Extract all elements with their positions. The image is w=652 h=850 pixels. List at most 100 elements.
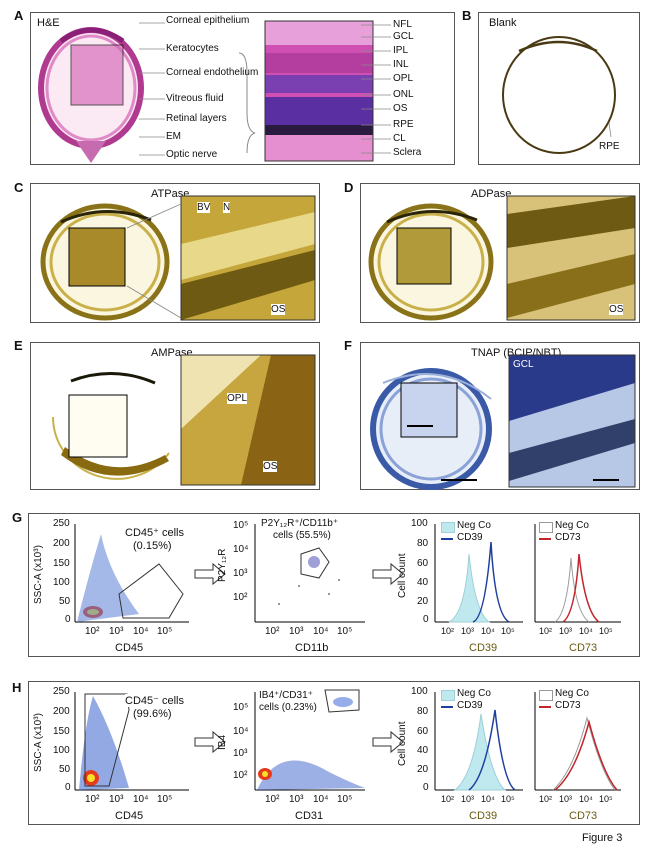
g-plot2-xlabel: CD11b — [295, 642, 329, 654]
g-plot1-xlabel: CD45 — [115, 642, 144, 654]
h-plot2-ytick-5: 10⁵ — [233, 702, 249, 713]
h-plot2-xtick-1: 10² — [265, 794, 280, 805]
g-hist1-legend-cd39: CD39 — [457, 532, 483, 543]
panel-letter-e: E — [14, 338, 23, 353]
g-hist2-xtick-4: 10⁵ — [599, 626, 613, 636]
h-plot2-gate-pct: cells (0.23%) — [259, 702, 317, 713]
g-plot1-ytick-50: 50 — [59, 596, 71, 607]
blank-eye-image — [502, 36, 616, 154]
g-plot1-xtick-3: 10⁴ — [133, 626, 149, 637]
panel-h-flow-plots — [74, 689, 621, 791]
g-plot1-gate: CD45⁺ cells — [125, 527, 184, 539]
label-gcl-f: GCL — [513, 359, 534, 370]
label-gcl: GCL — [393, 31, 414, 42]
g-plot1-xtick-2: 10³ — [109, 626, 124, 637]
h-hist1-ytick-0: 0 — [423, 782, 429, 793]
h-plot1-xtick-4: 10⁵ — [157, 794, 173, 805]
g-plot2-ylabel: P2Y₁₂R — [217, 548, 228, 582]
h-plot1-xtick-1: 10² — [85, 794, 100, 805]
g-plot2-xtick-3: 10⁴ — [313, 626, 329, 637]
h-plot1-ylabel: SSC-A (x10³) — [33, 713, 44, 772]
panel-f: TNAP (BCIP/NBT) GCL — [360, 342, 640, 490]
label-rpe: RPE — [393, 119, 414, 130]
g-hist1-xtick-4: 10⁵ — [501, 626, 515, 636]
panel-letter-g: G — [12, 510, 23, 525]
panel-letter-f: F — [344, 338, 352, 353]
g-plot1-ytick-150: 150 — [53, 558, 70, 569]
h-hist1-xtick-1: 10² — [441, 794, 455, 804]
he-eye-image — [38, 20, 391, 163]
g-hist2-legend-swatch-cd73 — [539, 538, 551, 540]
h-plot2-ytick-2: 10² — [233, 770, 248, 781]
g-plot1-ytick-250: 250 — [53, 518, 70, 529]
panel-c: ATPase BV N OS — [30, 183, 320, 323]
label-bv: BV — [197, 202, 211, 213]
h-hist1-legend-swatch-cd39 — [441, 706, 453, 708]
g-hist1-ytick-0: 0 — [423, 614, 429, 625]
h-plot1-xlabel: CD45 — [115, 810, 144, 822]
h-plot1-ytick-150: 150 — [53, 726, 70, 737]
h-plot2-gate: IB4⁺/CD31⁺ — [259, 690, 313, 701]
h-hist2-xtick-1: 10² — [539, 794, 553, 804]
label-optic-nerve: Optic nerve — [166, 149, 218, 160]
g-plot2-gate-pct: cells (55.5%) — [273, 530, 331, 541]
label-opl: OPL — [393, 73, 414, 84]
g-hist1-xlabel: CD39 — [469, 642, 498, 654]
panel-a: H&E Corneal epithelium Keratocytes Corne — [30, 12, 455, 165]
panel-letter-b: B — [462, 8, 472, 23]
h-hist1-ytick-100: 100 — [411, 686, 428, 697]
g-hist2-xtick-3: 10⁴ — [579, 626, 593, 636]
g-plot2-gate: P2Y₁₂R⁺/CD11b⁺ — [261, 518, 339, 529]
ampase-image — [52, 354, 316, 486]
h-hist1-xtick-3: 10⁴ — [481, 794, 495, 804]
h-hist2-legend-neg: Neg Co — [555, 688, 589, 699]
g-plot1-gate-pct: (0.15%) — [133, 540, 172, 552]
h-hist1-ytick-40: 40 — [417, 745, 429, 756]
label-os: OS — [393, 103, 408, 114]
h-hist1-xtick-4: 10⁵ — [501, 794, 515, 804]
g-hist1-xtick-2: 10³ — [461, 626, 475, 636]
panel-d: ADPase OS — [360, 183, 640, 323]
h-plot1-ytick-0: 0 — [65, 782, 71, 793]
h-hist1-legend-swatch-neg — [441, 690, 455, 701]
h-hist1-ylabel: Cell count — [397, 721, 408, 766]
h-hist2-legend-cd73: CD73 — [555, 700, 581, 711]
g-plot2-ytick-2: 10² — [233, 592, 248, 603]
g-hist1-ytick-100: 100 — [411, 518, 428, 529]
label-os-d: OS — [609, 304, 624, 315]
g-plot1-ytick-200: 200 — [53, 538, 70, 549]
label-sclera: Sclera — [393, 147, 422, 158]
h-hist2-xtick-3: 10⁴ — [579, 794, 593, 804]
label-n: N — [223, 202, 231, 213]
h-hist1-xlabel: CD39 — [469, 810, 498, 822]
h-hist2-xlabel: CD73 — [569, 810, 598, 822]
h-plot2-xtick-4: 10⁵ — [337, 794, 353, 805]
h-plot1-xtick-3: 10⁴ — [133, 794, 149, 805]
h-plot2-ytick-3: 10³ — [233, 748, 248, 759]
label-keratocytes: Keratocytes — [166, 43, 219, 54]
g-plot2-xtick-2: 10³ — [289, 626, 304, 637]
g-hist2-legend-neg: Neg Co — [555, 520, 589, 531]
label-vitreous-fluid: Vitreous fluid — [166, 93, 224, 104]
label-corneal-epithelium: Corneal epithelium — [166, 15, 250, 26]
label-cl: CL — [393, 133, 406, 144]
label-em: EM — [166, 131, 181, 142]
g-hist1-legend-swatch-cd39 — [441, 538, 453, 540]
label-os-c: OS — [271, 304, 286, 315]
h-plot2-xlabel: CD31 — [295, 810, 324, 822]
h-hist2-legend-swatch-neg — [539, 690, 553, 701]
h-plot1-xtick-2: 10³ — [109, 794, 124, 805]
g-hist1-ytick-20: 20 — [417, 596, 429, 607]
g-plot1-xtick-4: 10⁵ — [157, 626, 173, 637]
panel-letter-d: D — [344, 180, 354, 195]
h-plot2-xtick-2: 10³ — [289, 794, 304, 805]
g-plot1-ytick-100: 100 — [53, 577, 70, 588]
h-hist1-legend-cd39: CD39 — [457, 700, 483, 711]
g-plot1-xtick-1: 10² — [85, 626, 100, 637]
panel-letter-a: A — [14, 8, 24, 23]
label-corneal-endothelium: Corneal endothelium — [166, 67, 259, 78]
h-hist1-ytick-20: 20 — [417, 764, 429, 775]
h-plot1-ytick-200: 200 — [53, 706, 70, 717]
g-hist1-ytick-80: 80 — [417, 538, 429, 549]
h-hist2-legend-swatch-cd73 — [539, 706, 551, 708]
